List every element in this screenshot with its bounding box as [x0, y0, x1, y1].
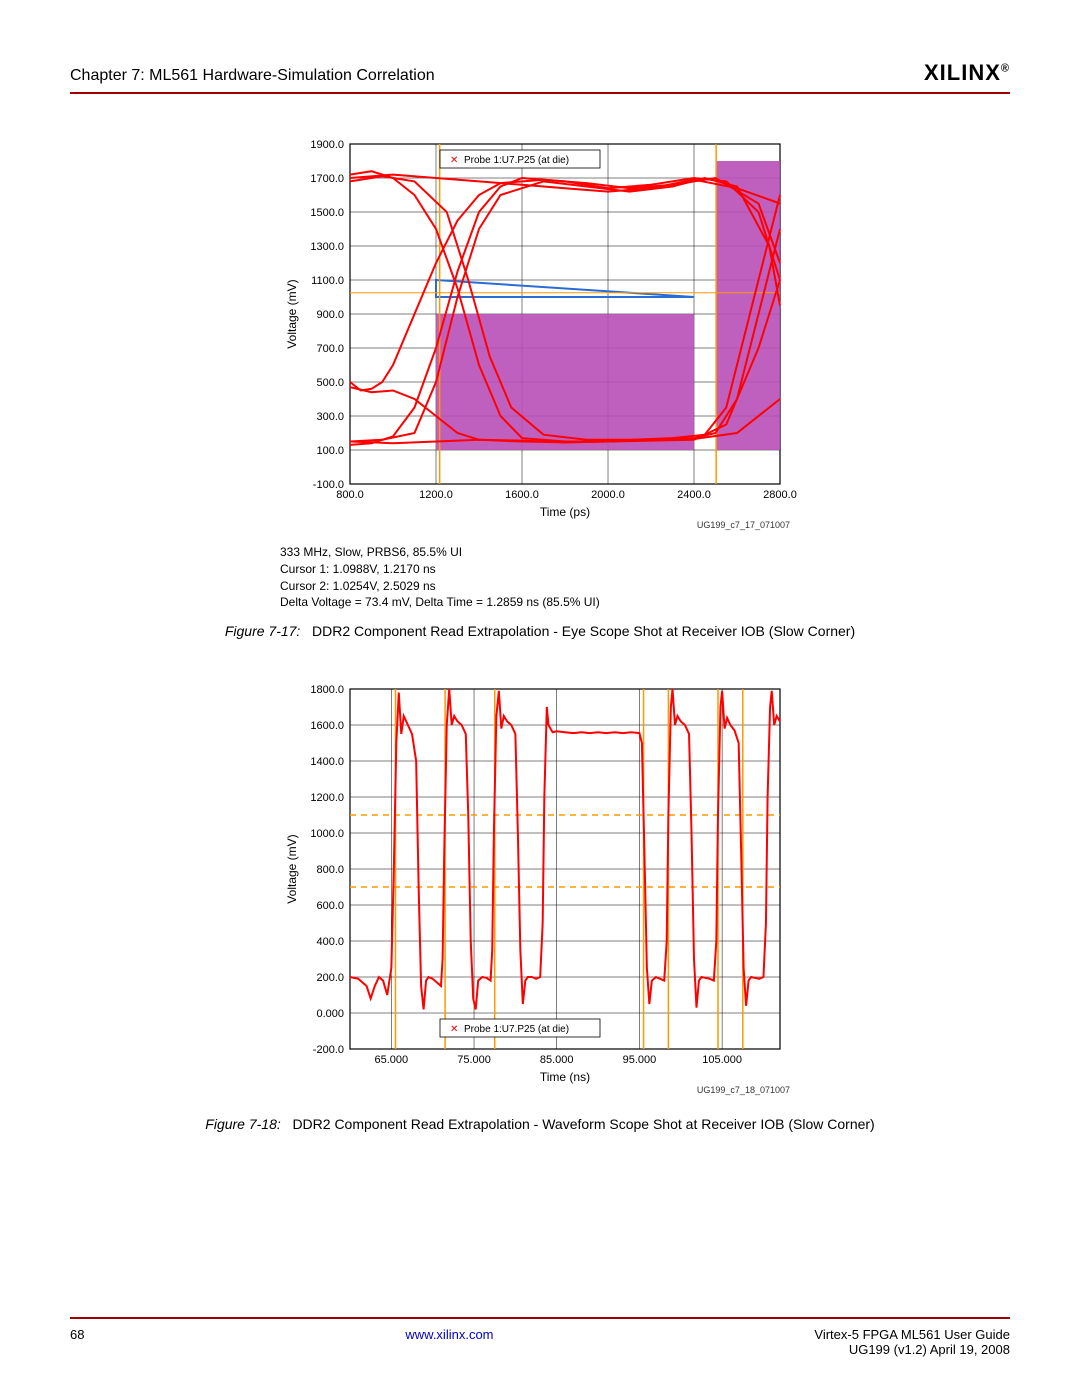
- svg-text:200.0: 200.0: [316, 972, 344, 984]
- eye-diagram-chart: 800.01200.01600.02000.02400.02800.0-100.…: [280, 134, 800, 534]
- svg-text:400.0: 400.0: [316, 936, 344, 948]
- svg-text:1500.0: 1500.0: [310, 207, 344, 219]
- svg-text:UG199_c7_18_071007: UG199_c7_18_071007: [697, 1085, 790, 1095]
- svg-text:105.000: 105.000: [702, 1054, 742, 1066]
- svg-text:0.000: 0.000: [316, 1008, 344, 1020]
- svg-text:2400.0: 2400.0: [677, 489, 711, 501]
- svg-text:500.0: 500.0: [316, 377, 344, 389]
- figure-caption-1: Figure 7-17: DDR2 Component Read Extrapo…: [70, 623, 1010, 639]
- figure-caption-2: Figure 7-18: DDR2 Component Read Extrapo…: [70, 1116, 1010, 1132]
- svg-text:✕: ✕: [450, 1024, 458, 1035]
- svg-text:95.000: 95.000: [623, 1054, 657, 1066]
- svg-text:Voltage (mV): Voltage (mV): [285, 279, 299, 348]
- page: Chapter 7: ML561 Hardware-Simulation Cor…: [0, 0, 1080, 1397]
- svg-text:75.000: 75.000: [457, 1054, 491, 1066]
- svg-text:1100.0: 1100.0: [311, 275, 344, 287]
- xilinx-logo: XILINX®: [924, 60, 1010, 86]
- footer-rule: [70, 1317, 1010, 1319]
- svg-text:700.0: 700.0: [316, 343, 344, 355]
- figure-7-18: 65.000 75.000 85.000 95.000 105.000 -200.0 0.0…: [70, 679, 1010, 1132]
- svg-text:1300.0: 1300.0: [310, 241, 344, 253]
- page-header: Chapter 7: ML561 Hardware-Simulation Cor…: [70, 60, 1010, 94]
- svg-text:85.000: 85.000: [540, 1054, 574, 1066]
- svg-text:UG199_c7_17_071007: UG199_c7_17_071007: [697, 520, 790, 530]
- chapter-title: Chapter 7: ML561 Hardware-Simulation Cor…: [70, 67, 435, 85]
- footer-row: 68 www.xilinx.com Virtex-5 FPGA ML561 Us…: [70, 1327, 1010, 1357]
- waveform-chart: 65.000 75.000 85.000 95.000 105.000 -200.0 0.0…: [280, 679, 800, 1099]
- svg-text:1600.0: 1600.0: [505, 489, 539, 501]
- svg-text:2800.0: 2800.0: [763, 489, 797, 501]
- svg-text:1600.0: 1600.0: [310, 720, 344, 732]
- svg-text:✕: ✕: [450, 155, 458, 166]
- svg-text:1700.0: 1700.0: [310, 173, 344, 185]
- svg-text:1200.0: 1200.0: [310, 792, 344, 804]
- svg-text:Probe 1:U7.P25 (at die): Probe 1:U7.P25 (at die): [464, 155, 569, 166]
- figure-7-17: 800.01200.01600.02000.02400.02800.0-100.…: [70, 134, 1010, 639]
- footer-link[interactable]: www.xilinx.com: [405, 1327, 493, 1357]
- cursor-info: 333 MHz, Slow, PRBS6, 85.5% UICursor 1: …: [280, 544, 800, 611]
- svg-text:-200.0: -200.0: [313, 1044, 344, 1056]
- footer-doc-info: Virtex-5 FPGA ML561 User Guide UG199 (v1…: [814, 1327, 1010, 1357]
- svg-text:65.000: 65.000: [375, 1054, 409, 1066]
- page-footer: 68 www.xilinx.com Virtex-5 FPGA ML561 Us…: [70, 1317, 1010, 1357]
- svg-text:Time (ns): Time (ns): [540, 1070, 590, 1084]
- svg-text:Voltage (mV): Voltage (mV): [285, 835, 299, 904]
- svg-text:-100.0: -100.0: [313, 479, 344, 491]
- svg-text:1800.0: 1800.0: [310, 684, 344, 696]
- svg-text:900.0: 900.0: [316, 309, 344, 321]
- chart-1-wrapper: 800.01200.01600.02000.02400.02800.0-100.…: [280, 134, 800, 611]
- svg-text:1000.0: 1000.0: [310, 828, 344, 840]
- svg-text:2000.0: 2000.0: [591, 489, 625, 501]
- svg-text:1400.0: 1400.0: [310, 756, 344, 768]
- svg-text:Time (ps): Time (ps): [540, 505, 590, 519]
- svg-text:Probe 1:U7.P25 (at die): Probe 1:U7.P25 (at die): [464, 1024, 569, 1035]
- svg-text:1200.0: 1200.0: [419, 489, 453, 501]
- page-number: 68: [70, 1327, 84, 1357]
- svg-text:1900.0: 1900.0: [310, 139, 344, 151]
- svg-text:300.0: 300.0: [316, 411, 344, 423]
- chart-2-wrapper: 65.000 75.000 85.000 95.000 105.000 -200.0 0.0…: [280, 679, 800, 1099]
- svg-text:100.0: 100.0: [316, 445, 344, 457]
- svg-text:600.0: 600.0: [316, 900, 344, 912]
- svg-text:800.0: 800.0: [316, 864, 344, 876]
